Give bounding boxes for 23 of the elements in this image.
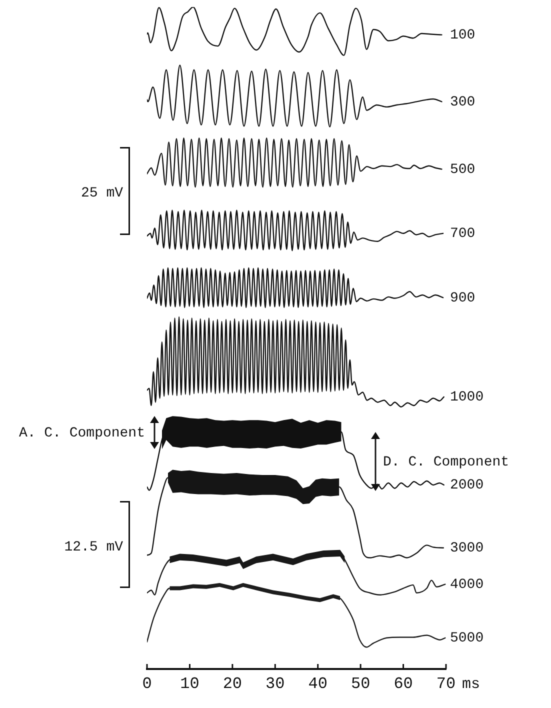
x-tick-label: 0 <box>142 674 152 693</box>
series-label: 300 <box>450 94 476 110</box>
x-tick-label: 20 <box>222 674 242 693</box>
text: 25 mV <box>80 186 124 202</box>
series-label: 3000 <box>450 540 484 557</box>
x-tick-label: 40 <box>308 674 328 693</box>
text: 12.5 mV <box>64 540 124 556</box>
series-label: 700 <box>450 226 476 242</box>
x-tick-label: 50 <box>350 674 370 693</box>
series-label: 4000 <box>450 576 484 593</box>
series-label: 1000 <box>450 390 484 406</box>
series-label: 2000 <box>450 478 484 494</box>
series-label: 5000 <box>450 630 484 647</box>
x-axis-title: ms <box>462 676 480 693</box>
text: A. C. Component <box>18 426 145 442</box>
series-label: 500 <box>450 162 476 178</box>
x-tick-label: 30 <box>266 674 285 693</box>
x-tick-label: 60 <box>394 674 413 693</box>
x-tick-label: 70 <box>436 674 456 693</box>
x-tick-label: 10 <box>180 674 200 693</box>
annotation: D. C. Component <box>383 454 510 471</box>
series-label: 100 <box>450 28 476 44</box>
series-label: 900 <box>450 290 476 306</box>
